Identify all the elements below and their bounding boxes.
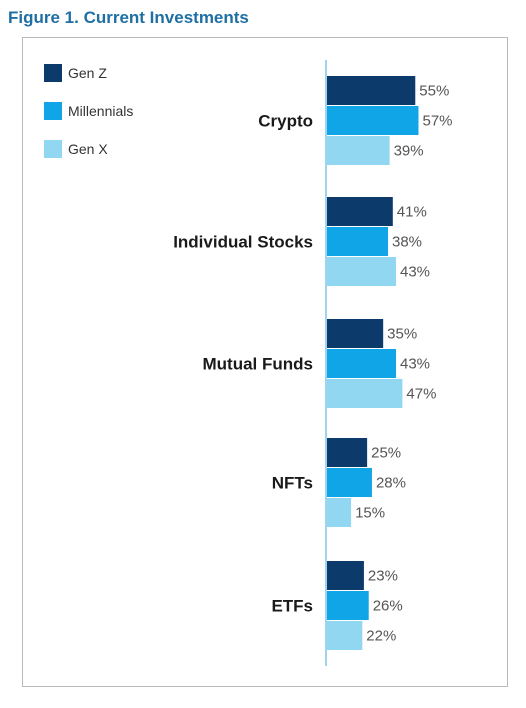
legend: Gen Z Millennials Gen X [44,64,133,158]
category-label-mutual-funds: Mutual Funds [203,355,313,374]
category-label-individual-stocks: Individual Stocks [173,233,313,252]
category-labels-group: Crypto Individual Stocks Mutual Funds NFTs E… [173,112,313,616]
bar-etfs-millennials [327,591,369,620]
category-label-crypto: Crypto [258,112,313,131]
legend-label-gen-x: Gen X [68,141,108,157]
legend-swatch-millennials [44,102,62,120]
value-label-mutual-funds-gen-z: 35% [387,326,417,343]
category-label-etfs: ETFs [271,597,313,616]
value-label-crypto-gen-z: 55% [419,83,449,100]
value-labels-group: 55% 57% 39% 41% 38% 43% 35% 43% 47% 25% 28% 15% 23% 2… [355,83,452,645]
legend-swatch-gen-z [44,64,62,82]
value-label-mutual-funds-millennials: 43% [400,356,430,373]
value-label-nfts-millennials: 28% [376,475,406,492]
value-label-mutual-funds-gen-x: 47% [406,386,436,403]
value-label-individual-stocks-gen-z: 41% [397,204,427,221]
value-label-etfs-millennials: 26% [373,598,403,615]
bar-crypto-millennials [327,106,419,135]
value-label-nfts-gen-z: 25% [371,445,401,462]
value-label-nfts-gen-x: 15% [355,505,385,522]
category-label-nfts: NFTs [272,474,313,493]
bar-nfts-gen-z [327,438,368,467]
legend-swatch-gen-x [44,140,62,158]
value-label-crypto-millennials: 57% [422,113,452,130]
bar-mutual-funds-gen-z [327,319,384,348]
bar-nfts-gen-x [327,498,352,527]
bar-mutual-funds-millennials [327,349,397,378]
legend-label-millennials: Millennials [68,103,133,119]
bar-etfs-gen-z [327,561,364,590]
bar-individual-stocks-gen-z [327,197,393,226]
bar-nfts-millennials [327,468,372,497]
bar-etfs-gen-x [327,621,363,650]
bar-individual-stocks-millennials [327,227,388,256]
bar-mutual-funds-gen-x [327,379,403,408]
legend-label-gen-z: Gen Z [68,65,107,81]
value-label-etfs-gen-x: 22% [366,628,396,645]
value-label-individual-stocks-gen-x: 43% [400,264,430,281]
bar-crypto-gen-x [327,136,390,165]
bar-crypto-gen-z [327,76,416,105]
bar-individual-stocks-gen-x [327,257,397,286]
bars-group [327,76,419,650]
value-label-etfs-gen-z: 23% [368,568,398,585]
chart-frame [22,37,508,687]
value-label-individual-stocks-millennials: 38% [392,234,422,251]
value-label-crypto-gen-x: 39% [394,143,424,160]
figure-title: Figure 1. Current Investments [8,8,249,27]
